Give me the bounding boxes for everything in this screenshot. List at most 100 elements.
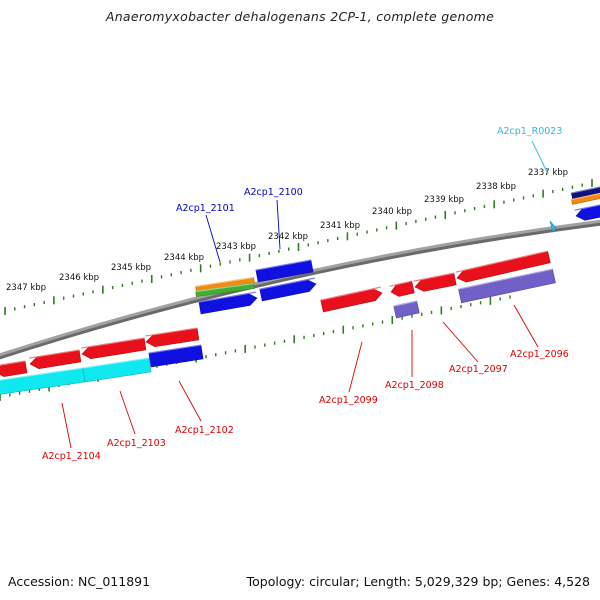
gene-A2cp1_2101-blue bbox=[198, 291, 258, 315]
gene-A2cp1_2097-body bbox=[414, 272, 457, 292]
gene-A2cp1_2102-red-highlight bbox=[80, 337, 145, 349]
gene-A2cp1_2102-red-body bbox=[81, 337, 147, 360]
gene-label-text: A2cp1_2103 bbox=[107, 438, 166, 449]
leader-line bbox=[178, 380, 202, 422]
gene-right-orange-body bbox=[571, 193, 600, 205]
gene-label-text: A2cp1_2100 bbox=[244, 187, 303, 198]
gene-A2cp1_2098-red bbox=[389, 280, 415, 297]
gene-label-A2cp1_2096: A2cp1_2096 bbox=[510, 304, 569, 360]
gene-A2cp1_2098-red-highlight bbox=[389, 280, 412, 287]
gene-A2cp1_2098-purple-highlight bbox=[393, 300, 417, 307]
kbp-tick-label: 2347 kbp bbox=[6, 283, 46, 293]
gene-A2cp1_2103-red-body bbox=[29, 349, 82, 370]
gene-A2cp1_2096-purple-highlight bbox=[458, 268, 553, 290]
gene-label-text: A2cp1_2097 bbox=[449, 364, 508, 375]
gene-label-text: A2cp1_2104 bbox=[42, 451, 101, 462]
gene-A2cp1_2101-green bbox=[195, 282, 255, 297]
gene-right-blue bbox=[574, 204, 600, 221]
outer-tick-track bbox=[4, 179, 593, 315]
accession-text: Accession: NC_011891 bbox=[8, 574, 151, 589]
gene-A2cp1_2102-red bbox=[80, 337, 147, 360]
gene-A2cp1_2100-bottom-body bbox=[259, 279, 317, 302]
gene-A2cp1_2099-highlight bbox=[320, 286, 381, 301]
gene-right-orange-highlight bbox=[571, 192, 600, 201]
gene-label-A2cp1_2098: A2cp1_2098 bbox=[385, 330, 444, 391]
gene-right-blue-highlight bbox=[574, 204, 600, 211]
gene-A2cp1_2098-purple bbox=[393, 300, 420, 319]
gene-A2cp1_2101-orange-highlight bbox=[195, 276, 254, 288]
gene-right-navy-highlight bbox=[571, 186, 600, 194]
map-title: Anaeromyxobacter dehalogenans 2CP-1, com… bbox=[105, 9, 495, 24]
gene-label-A2cp1_R0023: A2cp1_R0023 bbox=[497, 126, 562, 175]
gene-A2cp1_2096-red-highlight bbox=[455, 250, 548, 273]
gene-A2cp1_2100-top-highlight bbox=[255, 259, 312, 271]
kbp-tick-label: 2343 kbp bbox=[216, 242, 256, 252]
gene-red-2-body bbox=[145, 327, 200, 348]
leader-line bbox=[205, 214, 221, 263]
gene-right-blue-body bbox=[575, 204, 600, 221]
gene-A2cp1_2104-cyan-highlight bbox=[0, 367, 84, 381]
gene-A2cp1_2097-highlight bbox=[413, 272, 454, 282]
gene-A2cp1_2101-green-highlight bbox=[195, 282, 254, 293]
leader-line bbox=[513, 304, 539, 348]
gene-A2cp1_2103-cyan bbox=[82, 357, 152, 383]
leader-line bbox=[61, 402, 72, 449]
gene-label-text: A2cp1_2099 bbox=[319, 395, 378, 406]
kbp-tick-label: 2337 kbp bbox=[528, 168, 568, 178]
gene-red-2 bbox=[144, 327, 200, 348]
gene-A2cp1_2102-blue bbox=[148, 344, 204, 368]
kbp-tick-label: 2342 kbp bbox=[268, 232, 308, 242]
gene-label-A2cp1_2100: A2cp1_2100 bbox=[244, 187, 303, 250]
gene-label-A2cp1_2104: A2cp1_2104 bbox=[42, 402, 101, 462]
gene-A2cp1_2097 bbox=[413, 272, 457, 292]
gene-label-A2cp1_2102: A2cp1_2102 bbox=[175, 380, 234, 436]
kbp-tick-label: 2346 kbp bbox=[59, 273, 99, 283]
leader-line bbox=[119, 390, 136, 435]
gene-A2cp1_2096-purple bbox=[458, 268, 556, 304]
gene-A2cp1_2096-red-body bbox=[456, 250, 551, 283]
gene-label-text: A2cp1_2098 bbox=[385, 380, 444, 391]
gene-A2cp1_2099-body bbox=[320, 288, 383, 313]
gene-A2cp1_2103-cyan-highlight bbox=[82, 357, 150, 369]
kbp-tick-label: 2340 kbp bbox=[372, 207, 412, 217]
leader-line bbox=[531, 140, 549, 175]
tick-layer: 2347 kbp 2346 kbp 2345 kbp 2344 kbp 2343 kbp… bbox=[0, 168, 593, 401]
gene-label-A2cp1_2103: A2cp1_2103 bbox=[107, 390, 166, 449]
kbp-tick-label: 2339 kbp bbox=[424, 195, 464, 205]
backbone-shadow bbox=[0, 220, 600, 360]
gene-A2cp1_2103-red-highlight bbox=[28, 349, 80, 359]
gene-A2cp1_2099 bbox=[320, 286, 383, 313]
gene-A2cp1_2104-red-highlight bbox=[0, 360, 26, 366]
kbp-tick-label: 2338 kbp bbox=[476, 182, 516, 192]
leader-line bbox=[348, 341, 363, 393]
gene-layer bbox=[0, 186, 600, 395]
gene-red-2-highlight bbox=[144, 327, 198, 337]
gene-label-A2cp1_2099: A2cp1_2099 bbox=[319, 341, 378, 406]
kbp-tick-label: 2345 kbp bbox=[111, 263, 151, 273]
gene-A2cp1_2096-red bbox=[455, 250, 551, 283]
leader-line bbox=[276, 199, 281, 250]
leader-line bbox=[442, 321, 479, 363]
gene-A2cp1_2101-blue-highlight bbox=[198, 291, 257, 303]
gene-label-text: A2cp1_R0023 bbox=[497, 126, 562, 137]
gene-label-text: A2cp1_2102 bbox=[175, 425, 234, 436]
gene-A2cp1_2101-green-body bbox=[195, 283, 255, 297]
gene-A2cp1_2103-red bbox=[28, 349, 82, 370]
kbp-tick-label: 2341 kbp bbox=[320, 221, 360, 231]
gene-label-A2cp1_2097: A2cp1_2097 bbox=[442, 321, 508, 375]
gene-label-text: A2cp1_2096 bbox=[510, 349, 569, 360]
gene-A2cp1_2100-bottom bbox=[259, 277, 317, 302]
gene-label-A2cp1_2101: A2cp1_2101 bbox=[176, 203, 235, 263]
gene-A2cp1_2103-cyan-body bbox=[82, 357, 152, 383]
gene-A2cp1_2100-top bbox=[255, 259, 314, 283]
gene-right-orange bbox=[571, 192, 600, 205]
gene-A2cp1_2100-bottom-highlight bbox=[259, 277, 315, 290]
kbp-tick-label: 2344 kbp bbox=[164, 253, 204, 263]
gene-A2cp1_2102-blue-highlight bbox=[148, 344, 202, 354]
gene-A2cp1_2104-red-body bbox=[0, 360, 28, 377]
gene-label-text: A2cp1_2101 bbox=[176, 203, 235, 214]
gene-A2cp1_R0023 bbox=[549, 220, 557, 233]
gene-A2cp1_2104-red bbox=[0, 360, 28, 377]
label-layer: A2cp1_R0023 A2cp1_2100 A2cp1_2101 A2cp1_209… bbox=[42, 126, 569, 462]
